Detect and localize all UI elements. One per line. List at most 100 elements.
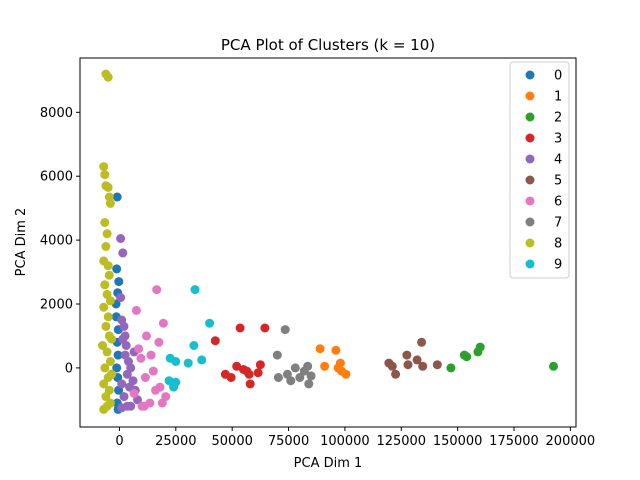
x-tick-label: 175000 — [489, 434, 539, 449]
data-point — [549, 361, 558, 371]
legend-marker — [525, 133, 535, 143]
data-point — [335, 358, 345, 368]
data-point — [387, 361, 397, 371]
y-tick-label: 8000 — [40, 106, 73, 121]
data-point — [100, 218, 110, 227]
legend: 0 1 2 3 4 5 6 7 8 9 — [509, 61, 570, 279]
legend-marker — [525, 70, 535, 80]
data-point — [103, 182, 113, 192]
x-tick-label: 0 — [115, 434, 123, 449]
x-tick-label: 75000 — [268, 434, 309, 449]
data-point — [432, 360, 442, 370]
legend-label: 0 — [554, 69, 562, 84]
data-point — [98, 341, 107, 350]
y-tick-label: 4000 — [40, 234, 73, 249]
data-point — [105, 357, 115, 366]
data-point — [142, 331, 151, 341]
legend-marker — [525, 91, 535, 101]
y-tick-label: 2000 — [40, 298, 73, 313]
plot-area — [98, 69, 558, 414]
series-1 — [315, 344, 351, 379]
data-point — [102, 229, 112, 239]
data-point — [122, 369, 132, 379]
x-axis-label: PCA Dim 1 — [294, 456, 363, 471]
data-point — [417, 337, 427, 347]
data-point — [112, 264, 122, 274]
data-point — [101, 321, 111, 331]
legend-label: 2 — [554, 111, 562, 126]
data-point — [107, 334, 117, 344]
data-point — [131, 305, 141, 315]
data-point — [100, 280, 110, 290]
data-point — [105, 198, 115, 208]
data-point — [295, 373, 305, 382]
y-axis-label: PCA Dim 2 — [14, 208, 29, 277]
data-point — [112, 192, 122, 202]
data-point — [154, 337, 164, 347]
x-tick-label: 100000 — [320, 434, 370, 449]
data-point — [260, 323, 270, 333]
data-point — [129, 389, 139, 398]
data-point — [171, 357, 181, 366]
data-point — [286, 376, 296, 386]
data-point — [99, 379, 109, 389]
y-tick-label: 6000 — [40, 170, 73, 185]
data-point — [244, 369, 254, 379]
data-point — [152, 285, 162, 295]
data-point — [304, 379, 314, 389]
data-point — [136, 353, 146, 363]
series-9 — [164, 285, 215, 392]
data-point — [402, 350, 412, 360]
series-4 — [116, 234, 142, 413]
data-point — [403, 360, 413, 370]
data-point — [121, 341, 131, 350]
data-point — [101, 242, 111, 251]
data-point — [117, 379, 127, 389]
data-point — [103, 312, 113, 322]
data-point — [158, 318, 168, 328]
data-point — [146, 350, 156, 360]
series-3 — [210, 323, 270, 389]
data-point — [232, 361, 242, 371]
series-2 — [446, 342, 558, 373]
data-point — [117, 403, 127, 413]
data-point — [446, 363, 456, 373]
data-point — [105, 296, 115, 306]
data-point — [190, 285, 200, 295]
series-5 — [384, 337, 442, 379]
data-point — [140, 373, 150, 382]
data-point — [99, 404, 109, 414]
legend-label: 7 — [554, 216, 562, 231]
chart-title: PCA Plot of Clusters (k = 10) — [221, 36, 435, 54]
data-point — [205, 318, 215, 328]
legend-label: 6 — [554, 195, 562, 210]
legend-marker — [525, 154, 535, 164]
data-point — [183, 358, 193, 368]
data-point — [189, 341, 199, 350]
data-point — [320, 361, 330, 371]
data-point — [245, 379, 255, 389]
legend-marker — [525, 112, 535, 122]
data-point — [99, 302, 109, 312]
data-point — [107, 369, 117, 379]
data-point — [157, 398, 167, 408]
data-point — [210, 336, 220, 346]
data-point — [99, 162, 109, 172]
data-point — [462, 352, 472, 362]
data-point — [102, 347, 112, 357]
data-point — [418, 361, 428, 371]
series-7 — [272, 325, 316, 389]
data-point — [475, 342, 485, 352]
data-point — [306, 371, 316, 381]
legend-marker — [525, 217, 535, 227]
data-point — [341, 369, 351, 379]
data-point — [412, 355, 422, 365]
legend-box — [509, 61, 570, 279]
data-point — [113, 350, 123, 360]
legend-marker — [525, 238, 535, 248]
data-point — [101, 392, 111, 402]
data-point — [105, 398, 115, 408]
data-point — [273, 373, 283, 382]
data-point — [103, 261, 113, 271]
